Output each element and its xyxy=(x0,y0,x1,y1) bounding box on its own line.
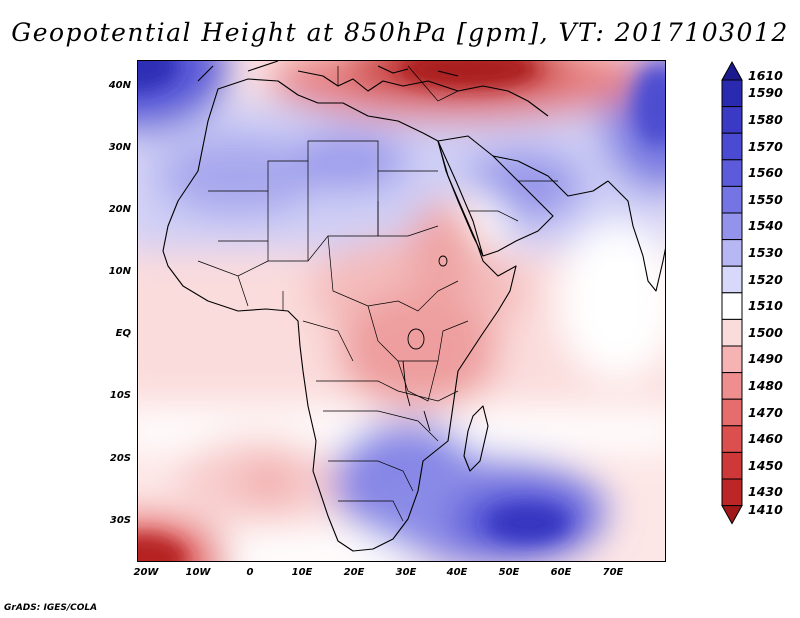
x-tick-label: 40E xyxy=(446,567,468,578)
map-svg xyxy=(138,61,665,561)
x-tick-label: 20W xyxy=(133,567,159,578)
colorbar-label: 1520 xyxy=(748,271,783,287)
colorbar-label: 1550 xyxy=(748,191,783,207)
colorbar-cell xyxy=(721,425,743,453)
colorbar-cell xyxy=(721,212,743,241)
colorbar-label: 1580 xyxy=(748,111,783,127)
colorbar-cell xyxy=(721,265,743,294)
colorbar-label: 1480 xyxy=(748,377,783,393)
colorbar-svg xyxy=(721,60,743,525)
colorbar-label: 1410 xyxy=(748,502,783,518)
colorbar-label: 1530 xyxy=(748,244,783,260)
colorbar-cell xyxy=(721,372,743,400)
colorbar-cell xyxy=(721,318,743,347)
colorbar-cell xyxy=(721,239,743,267)
colorbar-label: 1470 xyxy=(748,404,783,420)
colorbar-label: 1590 xyxy=(748,85,783,101)
x-tick-label: 60E xyxy=(550,567,572,578)
chart-title: Geopotential Height at 850hPa [gpm], VT:… xyxy=(11,18,789,47)
colorbar-label: 1450 xyxy=(748,457,783,473)
colorbar-cell xyxy=(721,106,743,134)
y-tick-label: 10N xyxy=(108,266,131,277)
x-tick-label: 20E xyxy=(343,567,365,578)
colorbar-cell xyxy=(721,478,743,507)
colorbar-label: 1570 xyxy=(748,138,783,154)
colorbar-cell xyxy=(721,398,743,427)
colorbar-top-triangle xyxy=(721,60,743,81)
y-tick-label: 10S xyxy=(109,390,131,401)
y-tick-label: 40N xyxy=(108,80,131,91)
y-tick-label: 20S xyxy=(109,453,131,464)
height-field-blobs xyxy=(138,61,665,561)
y-tick-label: EQ xyxy=(115,328,131,339)
colorbar-cell xyxy=(721,159,743,187)
colorbar-label: 1430 xyxy=(748,484,783,500)
colorbar-label: 1560 xyxy=(748,165,783,181)
x-tick-label: 30E xyxy=(395,567,417,578)
colorbar-cell xyxy=(721,79,743,108)
colorbar-label: 1490 xyxy=(748,351,783,367)
colorbar-cell xyxy=(721,451,743,480)
colorbar-bottom-triangle xyxy=(721,505,743,525)
colorbar-cell xyxy=(721,185,743,214)
y-tick-label: 30S xyxy=(109,515,131,526)
y-tick-label: 20N xyxy=(108,204,131,215)
x-tick-label: 70E xyxy=(602,567,624,578)
map-plot-area xyxy=(137,60,666,562)
coastlines xyxy=(162,61,665,552)
y-tick-label: 30N xyxy=(108,142,131,153)
colorbar-label: 1500 xyxy=(748,324,783,340)
colorbar-label: 1460 xyxy=(748,431,783,447)
colorbar-label: 1610 xyxy=(748,67,783,83)
country-boundaries xyxy=(197,65,558,522)
lakes xyxy=(402,255,448,432)
colorbar-label: 1510 xyxy=(748,298,783,314)
colorbar-cell xyxy=(721,132,743,161)
colorbar-cell xyxy=(721,345,743,374)
x-tick-label: 0 xyxy=(246,567,254,578)
colorbar-cell xyxy=(721,292,743,320)
grads-credit: GrADS: IGES/COLA xyxy=(4,603,98,613)
x-tick-label: 10E xyxy=(291,567,313,578)
x-tick-label: 10W xyxy=(185,567,211,578)
colorbar-label: 1540 xyxy=(748,218,783,234)
height-field-cores xyxy=(138,61,665,561)
x-tick-label: 50E xyxy=(498,567,520,578)
